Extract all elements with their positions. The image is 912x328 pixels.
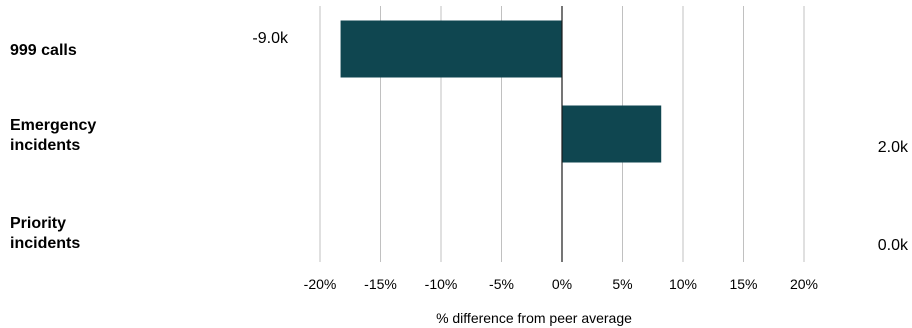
x-tick-label: 0% [552,276,572,292]
x-tick-label: 20% [790,276,818,292]
bars [340,20,662,261]
x-tick-labels: -20% -15% -10% -5% 0% 5% 10% 15% 20% [304,276,818,292]
value-label: -9.0k [252,30,289,47]
category-label: 999 calls [10,42,77,59]
category-label: incidents [10,235,80,252]
x-tick-label: -20% [304,276,337,292]
x-tick-label: 10% [669,276,697,292]
category-label: Priority [10,215,66,232]
x-tick-label: 15% [729,276,757,292]
value-label: 2.0k [878,139,909,156]
x-axis-title: % difference from peer average [436,310,632,326]
category-labels: 999 calls Emergency incidents Priority incid… [10,42,96,252]
value-labels: -9.0k 2.0k 0.0k [252,30,909,254]
value-label: 0.0k [878,237,909,254]
x-tick-label: 5% [612,276,632,292]
bar [340,20,562,78]
x-tick-label: -15% [364,276,397,292]
x-tick-label: -5% [489,276,514,292]
category-label: Emergency [10,117,96,134]
category-label: incidents [10,137,80,154]
x-tick-label: -10% [425,276,458,292]
bar [562,105,662,163]
